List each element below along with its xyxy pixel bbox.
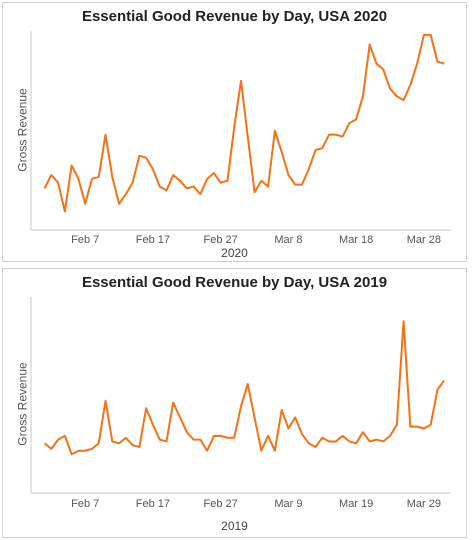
series-line xyxy=(43,33,445,213)
chart-title: Essential Good Revenue by Day, USA 2019 xyxy=(81,274,388,291)
series-line xyxy=(43,320,446,456)
line-chart-2019: Feb 7 Feb 17 Feb 27 Mar 9 Mar 19 Mar 29 xyxy=(30,297,451,510)
x-tick-label: Feb 7 xyxy=(71,234,99,246)
x-tick-label: Feb 27 xyxy=(204,498,238,510)
x-tick-label: Feb 17 xyxy=(136,498,170,510)
x-axis-label: 2020 xyxy=(221,246,248,260)
x-tick-label: Feb 17 xyxy=(136,234,170,246)
x-tick-label: Feb 7 xyxy=(71,498,99,510)
x-tick-label: Mar 9 xyxy=(274,498,302,510)
x-tick-label: Mar 19 xyxy=(339,498,373,510)
chart-title: Essential Good Revenue by Day, USA 2020 xyxy=(81,8,388,25)
x-axis-label: 2019 xyxy=(221,519,248,533)
line-chart-2020: Feb 7 Feb 17 Feb 27 Mar 8 Mar 18 Mar 28 xyxy=(30,31,451,246)
x-tick-label: Mar 18 xyxy=(339,234,373,246)
x-tick-label: Feb 27 xyxy=(204,234,238,246)
chart-panel-2019: Essential Good Revenue by Day, USA 2019 … xyxy=(2,268,467,538)
x-tick-label: Mar 28 xyxy=(407,234,441,246)
chart-panel-2020: Essential Good Revenue by Day, USA 2020 … xyxy=(2,2,467,262)
x-tick-label: Mar 8 xyxy=(274,234,302,246)
x-tick-label: Mar 29 xyxy=(407,498,441,510)
